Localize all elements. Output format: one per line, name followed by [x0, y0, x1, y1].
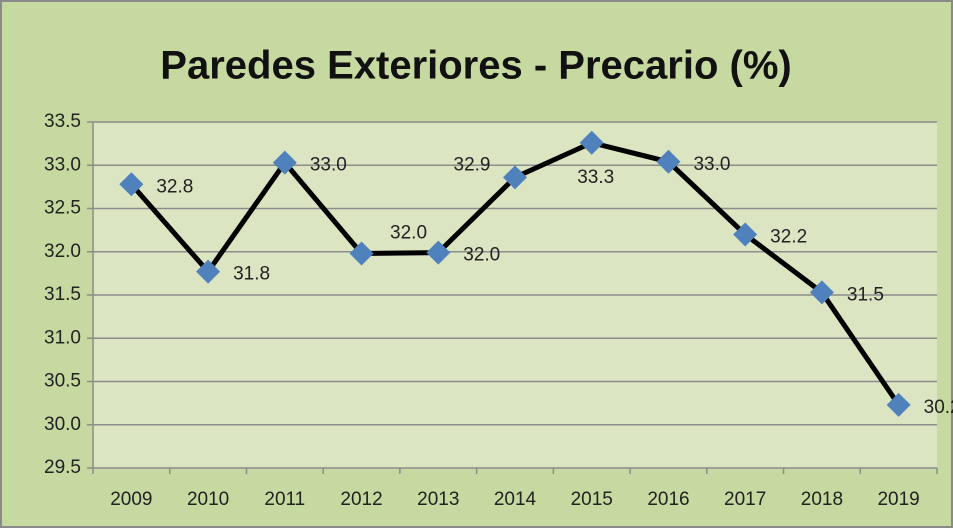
- x-tick-label: 2010: [187, 489, 229, 510]
- x-tick-label: 2014: [494, 489, 537, 510]
- data-point: [503, 165, 527, 190]
- y-tick-label: 31.5: [44, 284, 81, 305]
- data-label: 33.0: [310, 155, 347, 176]
- data-point: [656, 149, 681, 174]
- data-point: [809, 280, 834, 305]
- x-tick-label: 2012: [340, 489, 382, 510]
- data-point: [886, 392, 911, 417]
- data-label: 32.0: [463, 245, 500, 266]
- y-tick-label: 30.0: [44, 414, 81, 435]
- y-tick-label: 33.0: [44, 154, 81, 175]
- x-tick-label: 2016: [647, 489, 689, 510]
- data-point: [349, 241, 374, 266]
- chart-title: Paredes Exteriores - Precario (%): [160, 44, 791, 88]
- data-label: 32.8: [156, 176, 193, 197]
- data-point: [579, 130, 604, 155]
- y-tick-label: 31.0: [44, 327, 81, 348]
- data-label: 32.2: [770, 226, 807, 247]
- data-label: 33.3: [577, 167, 614, 188]
- data-point: [733, 222, 758, 247]
- y-tick-label: 32.5: [44, 198, 81, 219]
- data-label: 31.8: [233, 264, 270, 285]
- y-tick-label: 33.5: [44, 111, 81, 132]
- data-point: [196, 259, 221, 284]
- data-label: 30.2: [924, 397, 953, 418]
- data-point: [426, 240, 451, 265]
- x-tick-label: 2019: [877, 489, 919, 510]
- y-tick-label: 29.5: [44, 457, 81, 478]
- data-point: [119, 172, 144, 197]
- x-tick-label: 2018: [801, 489, 843, 510]
- data-label: 32.0: [390, 222, 427, 243]
- y-tick-label: 32.0: [44, 241, 81, 262]
- data-label: 33.0: [693, 154, 730, 175]
- data-point: [272, 150, 297, 175]
- data-label: 32.9: [454, 154, 491, 175]
- x-tick-label: 2017: [724, 489, 766, 510]
- x-tick-label: 2013: [417, 489, 459, 510]
- y-tick-label: 30.5: [44, 371, 81, 392]
- data-label: 31.5: [847, 284, 884, 305]
- x-tick-label: 2015: [571, 489, 613, 510]
- x-tick-label: 2011: [264, 489, 305, 510]
- x-tick-label: 2009: [110, 489, 152, 510]
